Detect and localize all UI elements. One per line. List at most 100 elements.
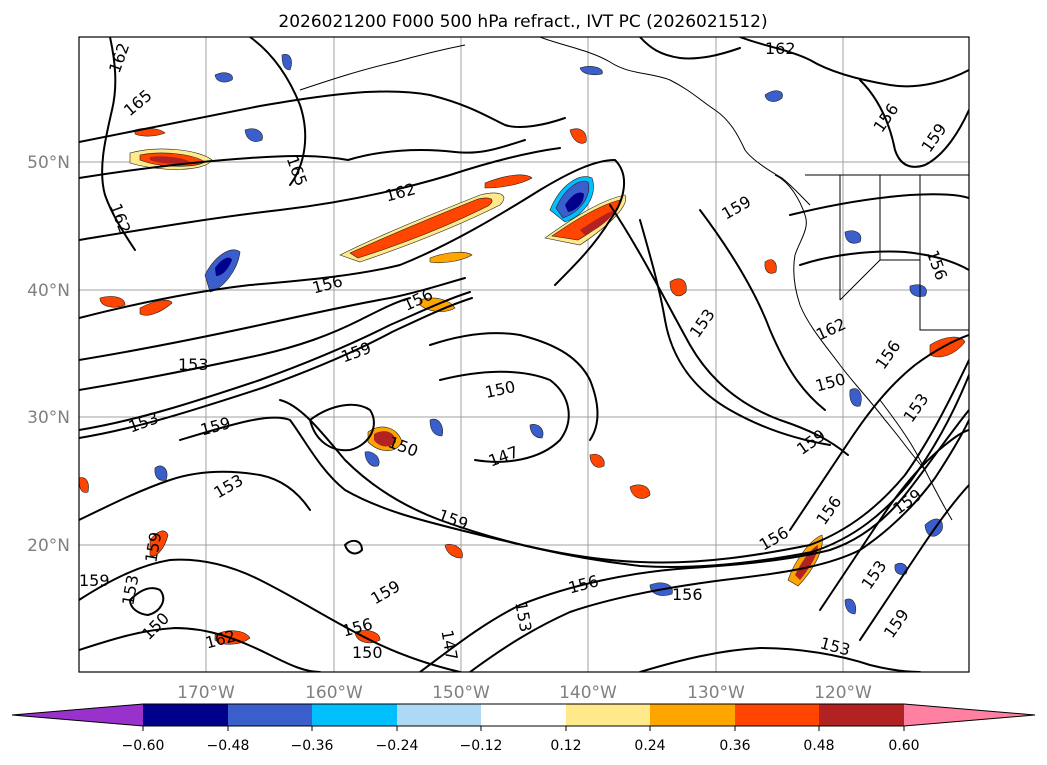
contour-line (79, 470, 311, 521)
positive-anomaly-blob (150, 156, 190, 164)
contours (79, 37, 969, 672)
latitude-labels: 50°N 40°N 30°N 20°N (27, 153, 70, 556)
positive-anomaly-blob (589, 453, 605, 468)
negative-anomaly-blob (429, 418, 443, 437)
map-panel: 162 165 165 162 162 162 156 159 156 156 … (78, 36, 970, 673)
shaded-field (79, 54, 966, 645)
contour-line (129, 587, 165, 616)
colorbar-tick-label: −0.36 (291, 738, 334, 754)
contour-line (79, 147, 561, 241)
positive-anomaly-blob (349, 197, 493, 259)
contour-line (101, 37, 136, 251)
negative-anomaly-blob (565, 192, 584, 212)
contour-line (79, 159, 626, 319)
colorbar-tick-labels: −0.60 −0.48 −0.36 −0.24 −0.12 0.12 0.24 … (122, 738, 920, 754)
lat-label-50n: 50°N (27, 153, 70, 173)
colorbar-ticks (142, 726, 905, 731)
lon-label-170w: 170°W (177, 683, 235, 703)
contour-line (79, 277, 466, 361)
lat-label-40n: 40°N (27, 281, 70, 301)
alaska-peninsula-coastline (299, 44, 466, 91)
negative-anomaly-blob (844, 230, 862, 244)
negative-anomaly-blob (214, 72, 233, 83)
colorbar-bin (566, 704, 650, 726)
contour-line (639, 219, 831, 446)
coastlines (299, 37, 969, 521)
map-frame (78, 36, 970, 673)
lat-label-30n: 30°N (27, 408, 70, 428)
contour-line (819, 429, 969, 611)
contour-line (699, 209, 826, 411)
lon-label-120w: 120°W (814, 683, 872, 703)
colorbar-bin (735, 704, 819, 726)
negative-anomaly-blob (215, 257, 232, 276)
colorbar-bin (228, 704, 312, 726)
negative-anomaly-blob (529, 424, 544, 439)
colorbar-bin (650, 704, 735, 726)
contour-label: 159 (79, 571, 110, 590)
positive-anomaly-blob (79, 477, 89, 493)
us-west-coastline (793, 254, 926, 471)
colorbar-over-extension (904, 704, 1035, 726)
positive-anomaly-blob (929, 336, 966, 358)
positive-anomaly-blob (149, 530, 169, 557)
contour-line (79, 139, 526, 179)
contour-line (419, 409, 969, 672)
contour-line (344, 539, 363, 555)
contour-label: 153 (178, 355, 209, 374)
negative-anomaly-blob (849, 388, 862, 407)
contour-line (279, 374, 969, 569)
contour-line (639, 37, 741, 60)
contour-line (429, 332, 599, 441)
colorbar-bin (397, 704, 481, 726)
contour-line (79, 627, 321, 672)
contour-line (79, 297, 411, 391)
contour-line (79, 558, 461, 672)
negative-anomaly-blob (364, 451, 380, 467)
longitude-labels: 170°W 160°W 150°W 140°W 130°W 120°W (177, 683, 872, 703)
positive-anomaly-blob (374, 431, 396, 447)
contour-line (469, 419, 969, 672)
lon-label-130w: 130°W (687, 683, 745, 703)
positive-anomaly-blob (569, 128, 587, 144)
colorbar-bin (143, 704, 228, 726)
contour-line (439, 370, 570, 463)
contour-line (179, 359, 969, 564)
colorbar-tick-label: 0.12 (550, 738, 581, 754)
positive-anomaly-blob (429, 251, 473, 264)
alaska-coastline (539, 37, 811, 206)
lon-label-150w: 150°W (432, 683, 490, 703)
positive-anomaly-blob (139, 299, 173, 316)
negative-anomaly-blob (764, 90, 783, 102)
contour-line (789, 334, 969, 531)
contour-line (79, 297, 473, 439)
colorbar-bin (481, 704, 566, 726)
contour-line (859, 484, 969, 641)
positive-anomaly-blob (669, 278, 687, 297)
lon-label-140w: 140°W (559, 683, 617, 703)
contour-line (609, 204, 849, 456)
figure-title: 2026021200 F000 500 hPa refract., IVT PC… (278, 12, 767, 32)
colorbar-under-extension (12, 704, 143, 726)
contour-line (79, 90, 566, 143)
contour-line (249, 37, 307, 186)
lon-label-160w: 160°W (305, 683, 363, 703)
negative-anomaly-blob (894, 562, 908, 575)
canada-coastline (774, 174, 807, 256)
negative-anomaly-blob (579, 66, 603, 76)
negative-anomaly-blob (909, 284, 927, 297)
contour-label: 156 (672, 585, 703, 604)
positive-anomaly-blob (764, 259, 777, 274)
colorbar-tick-label: −0.24 (376, 738, 419, 754)
positive-anomaly-blob (580, 210, 615, 235)
positive-anomaly-blob (484, 174, 533, 189)
colorbar-tick-label: −0.48 (207, 738, 250, 754)
positive-anomaly-blob (629, 484, 651, 499)
colorbar-tick-label: 0.24 (634, 738, 665, 754)
colorbar-bin (312, 704, 397, 726)
negative-anomaly-blob (244, 128, 263, 142)
state-borders (839, 175, 969, 331)
colorbar-bin (819, 704, 904, 726)
positive-anomaly-blob (354, 630, 381, 644)
